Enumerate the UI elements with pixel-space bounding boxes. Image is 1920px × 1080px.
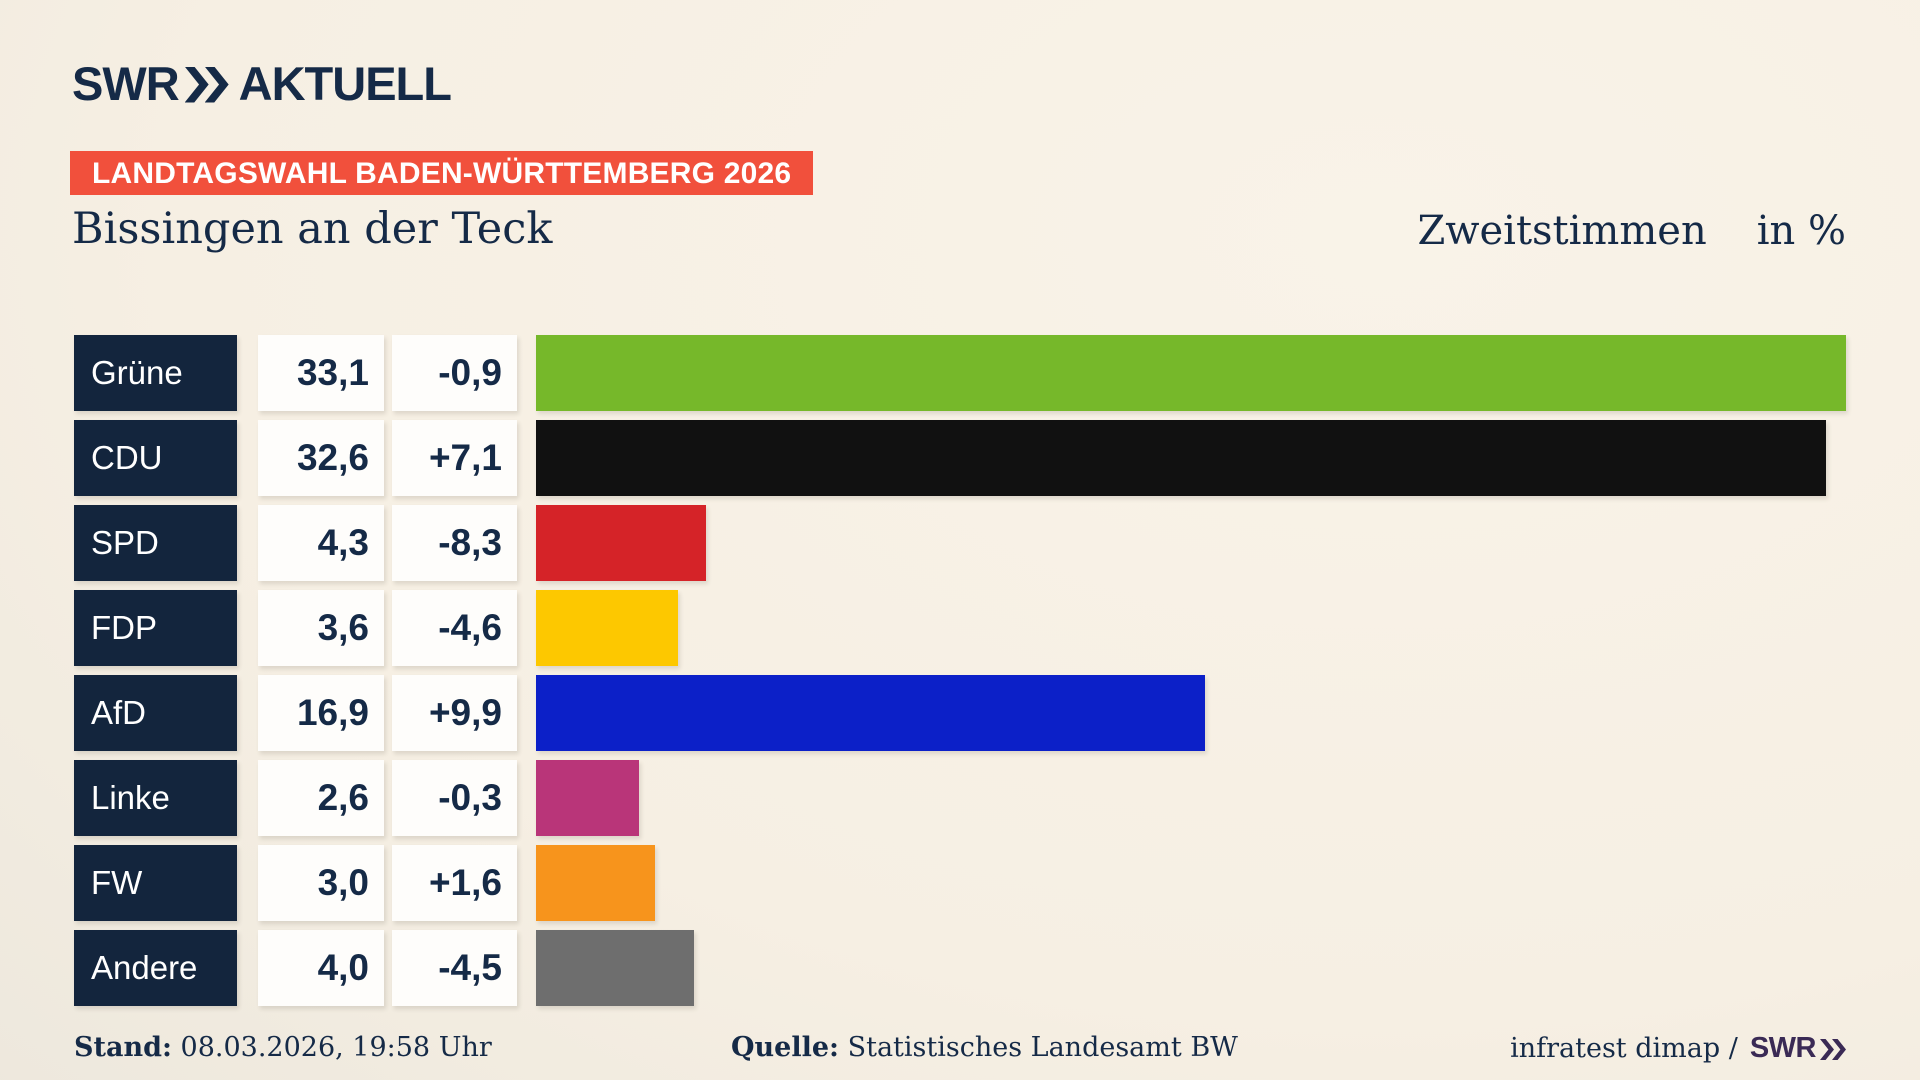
party-bar — [536, 930, 694, 1006]
swr-logo-small-text: SWR — [1749, 1032, 1817, 1064]
party-label: FDP — [74, 590, 237, 666]
party-bar — [536, 845, 655, 921]
party-delta-box: -0,3 — [392, 760, 517, 836]
quelle-label: Quelle: — [731, 1032, 839, 1063]
party-bar — [536, 335, 1846, 411]
chart-subtitle: Zweitstimmen in % — [1417, 208, 1846, 254]
party-value-box: 2,6 — [258, 760, 384, 836]
chevron-icon — [1820, 1039, 1834, 1060]
party-value-box: 4,0 — [258, 930, 384, 1006]
stand-label: Stand: — [74, 1032, 172, 1063]
party-bar — [536, 760, 639, 836]
party-value-box: 33,1 — [258, 335, 384, 411]
credit-note: infratest dimap / SWR — [1510, 1032, 1846, 1065]
party-label: AfD — [74, 675, 237, 751]
chart-row: Andere 4,0 -4,5 — [74, 930, 1846, 1006]
unit-label: in % — [1756, 208, 1846, 254]
party-bar — [536, 505, 706, 581]
chevron-icon — [1832, 1039, 1846, 1060]
party-label: SPD — [74, 505, 237, 581]
party-delta-box: +1,6 — [392, 845, 517, 921]
chart-row: Grüne 33,1 -0,9 — [74, 335, 1846, 411]
swr-logo-small: SWR — [1750, 1032, 1846, 1065]
chart-row: FDP 3,6 -4,6 — [74, 590, 1846, 666]
party-delta-box: -4,5 — [392, 930, 517, 1006]
party-delta-box: +7,1 — [392, 420, 517, 496]
party-value-box: 3,0 — [258, 845, 384, 921]
chart-row: FW 3,0 +1,6 — [74, 845, 1846, 921]
chevron-icon — [184, 66, 209, 103]
chart-row: AfD 16,9 +9,9 — [74, 675, 1846, 751]
aktuell-logo-text: AKTUELL — [238, 57, 452, 110]
results-chart: Grüne 33,1 -0,9 CDU 32,6 +7,1 SPD 4,3 -8,3 FDP 3,6… — [74, 335, 1846, 1015]
party-value-box: 3,6 — [258, 590, 384, 666]
party-label: FW — [74, 845, 237, 921]
party-bar — [536, 675, 1205, 751]
source-note: Quelle: Statistisches Landesamt BW — [731, 1032, 1238, 1063]
party-delta-box: -4,6 — [392, 590, 517, 666]
party-label: Linke — [74, 760, 237, 836]
swr-aktuell-logo: SWR AKTUELL — [72, 57, 452, 110]
chart-row: Linke 2,6 -0,3 — [74, 760, 1846, 836]
party-value-box: 16,9 — [258, 675, 384, 751]
credit-text: infratest dimap / — [1510, 1033, 1738, 1064]
vote-type-label: Zweitstimmen — [1417, 208, 1707, 254]
party-bar — [536, 420, 1826, 496]
chart-row: SPD 4,3 -8,3 — [74, 505, 1846, 581]
party-bar — [536, 590, 678, 666]
stand-value: 08.03.2026, 19:58 Uhr — [180, 1032, 492, 1063]
double-chevron-icon — [1820, 1039, 1846, 1060]
quelle-value: Statistisches Landesamt BW — [847, 1032, 1238, 1063]
party-label: Andere — [74, 930, 237, 1006]
party-label: Grüne — [74, 335, 237, 411]
swr-logo-text: SWR — [72, 57, 180, 110]
double-chevron-icon — [184, 66, 229, 103]
party-delta-box: -0,9 — [392, 335, 517, 411]
party-delta-box: -8,3 — [392, 505, 517, 581]
party-label: CDU — [74, 420, 237, 496]
municipality-title: Bissingen an der Teck — [72, 204, 553, 254]
chart-row: CDU 32,6 +7,1 — [74, 420, 1846, 496]
party-delta-box: +9,9 — [392, 675, 517, 751]
election-badge: LANDTAGSWAHL BADEN-WÜRTTEMBERG 2026 — [70, 151, 814, 195]
party-value-box: 4,3 — [258, 505, 384, 581]
party-value-box: 32,6 — [258, 420, 384, 496]
stand-timestamp: Stand: 08.03.2026, 19:58 Uhr — [74, 1032, 492, 1063]
